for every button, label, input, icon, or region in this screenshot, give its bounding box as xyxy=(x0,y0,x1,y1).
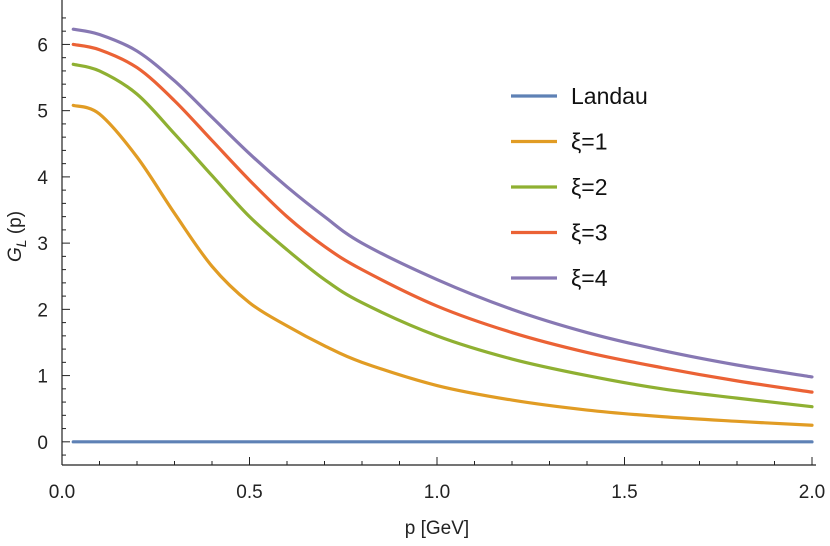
y-tick-label: 5 xyxy=(37,102,48,123)
y-tick-label: 0 xyxy=(37,433,48,454)
series-line-2 xyxy=(71,103,814,427)
legend-label-1: Landau xyxy=(571,83,648,109)
axes-layer: 0.0 0.5 1.0 1.5 2.0 0 1 2 3 4 5 6 xyxy=(37,0,825,503)
y-tick-label: 2 xyxy=(37,300,48,321)
x-axis-label: p [GeV] xyxy=(405,518,469,539)
series-layer xyxy=(71,27,814,444)
series-line-3 xyxy=(71,62,814,409)
y-tick-label: 1 xyxy=(37,367,48,388)
legend-label-3: ξ=2 xyxy=(571,174,608,200)
x-tick-label: 2.0 xyxy=(799,482,825,503)
y-axis-label: GL (p) xyxy=(5,211,29,262)
x-tick-label: 0.5 xyxy=(236,482,262,503)
series-line-4 xyxy=(71,42,814,394)
series-line-5 xyxy=(71,27,814,379)
y-tick-label: 4 xyxy=(37,168,48,189)
legend-label-2: ξ=1 xyxy=(571,129,608,155)
y-axis-label-sub: L xyxy=(13,239,29,247)
y-tick-label: 3 xyxy=(37,234,48,255)
legend-label-4: ξ=3 xyxy=(571,220,608,246)
legend-label-5: ξ=4 xyxy=(571,265,608,291)
y-axis-label-rest: (p) xyxy=(5,211,26,240)
x-tick-label: 1.0 xyxy=(424,482,450,503)
x-tick-label: 0.0 xyxy=(49,482,75,503)
y-tick-label: 6 xyxy=(37,35,48,56)
legend: Landau ξ=1 ξ=2 ξ=3 ξ=4 xyxy=(511,83,648,291)
y-axis-label-main: G xyxy=(5,247,26,262)
x-tick-label: 1.5 xyxy=(611,482,637,503)
